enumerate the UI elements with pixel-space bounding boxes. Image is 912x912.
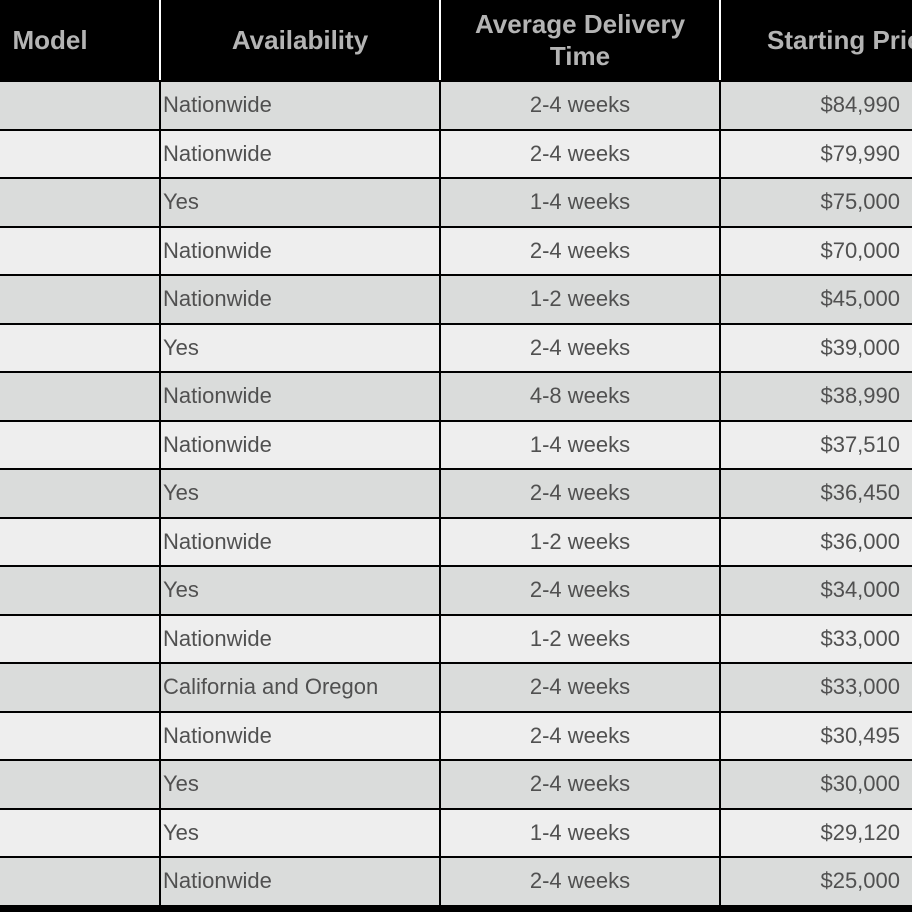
header-divider — [159, 0, 161, 80]
cell-delivery-time: 2-4 weeks — [441, 82, 719, 129]
cell-delivery-time: 1-2 weeks — [441, 518, 719, 565]
cell-availability: Nationwide — [161, 421, 439, 468]
cell-delivery-time: 2-4 weeks — [441, 858, 719, 905]
cell-availability: Yes — [161, 809, 439, 856]
table-row: Nationwide 1-2 weeks $45,000 — [0, 276, 912, 323]
cell-availability: California and Oregon — [161, 664, 439, 711]
cell-starting-price: $70,000 — [721, 227, 912, 274]
header-divider — [719, 0, 721, 80]
cell-delivery-time: 4-8 weeks — [441, 373, 719, 420]
cell-model — [0, 470, 159, 517]
cell-starting-price: $45,000 — [721, 276, 912, 323]
cell-availability: Yes — [161, 324, 439, 371]
cell-availability: Nationwide — [161, 227, 439, 274]
cell-starting-price: $39,000 — [721, 324, 912, 371]
header-divider — [439, 0, 441, 80]
cell-starting-price: $36,450 — [721, 470, 912, 517]
cell-availability: Nationwide — [161, 276, 439, 323]
cell-starting-price: $36,000 — [721, 518, 912, 565]
table-row: Yes 2-4 weeks $34,000 — [0, 567, 912, 614]
cell-model — [0, 664, 159, 711]
cell-model — [0, 858, 159, 905]
cell-model — [0, 567, 159, 614]
cell-delivery-time: 2-4 weeks — [441, 712, 719, 759]
table-row: Yes 2-4 weeks $36,450 — [0, 470, 912, 517]
table-row: Nationwide 2-4 weeks $70,000 — [0, 227, 912, 274]
cell-starting-price: $33,000 — [721, 664, 912, 711]
header-delivery-line2: Time — [549, 41, 611, 71]
cell-delivery-time: 1-2 weeks — [441, 276, 719, 323]
cell-starting-price: $34,000 — [721, 567, 912, 614]
cell-delivery-time: 2-4 weeks — [441, 130, 719, 177]
table-row: Nationwide 2-4 weeks $79,990 — [0, 130, 912, 177]
cell-model — [0, 324, 159, 371]
cell-starting-price: $30,495 — [721, 712, 912, 759]
cell-model — [0, 809, 159, 856]
table-row: Yes 1-4 weeks $29,120 — [0, 809, 912, 856]
cell-starting-price: $79,990 — [721, 130, 912, 177]
cell-model — [0, 518, 159, 565]
table-row: California and Oregon 2-4 weeks $33,000 — [0, 664, 912, 711]
cell-delivery-time: 1-4 weeks — [441, 421, 719, 468]
header-availability: Availability — [231, 25, 369, 55]
cell-delivery-time: 2-4 weeks — [441, 470, 719, 517]
cell-availability: Nationwide — [161, 82, 439, 129]
cell-availability: Yes — [161, 179, 439, 226]
table-row: Nationwide 2-4 weeks $84,990 — [0, 82, 912, 129]
table-row: Nationwide 1-2 weeks $36,000 — [0, 518, 912, 565]
header-starting-price: Starting Price — [767, 25, 912, 55]
cell-availability: Nationwide — [161, 518, 439, 565]
table-row: Nationwide 2-4 weeks $25,000 — [0, 858, 912, 905]
cell-starting-price: $29,120 — [721, 809, 912, 856]
cell-model — [0, 276, 159, 323]
table-body: Nationwide 2-4 weeks $84,990 Nationwide 2-4 … — [0, 82, 912, 907]
header-model: Model — [12, 25, 88, 55]
header-delivery-time: Average Delivery Time — [441, 0, 719, 80]
cell-delivery-time: 2-4 weeks — [441, 324, 719, 371]
cell-model — [0, 615, 159, 662]
table-header: Model Availability Average Delivery Time… — [0, 0, 912, 80]
cell-delivery-time: 1-4 weeks — [441, 179, 719, 226]
cell-model — [0, 82, 159, 129]
cell-delivery-time: 2-4 weeks — [441, 761, 719, 808]
cell-availability: Nationwide — [161, 615, 439, 662]
header-delivery-line1: Average Delivery — [474, 9, 686, 39]
cell-availability: Nationwide — [161, 373, 439, 420]
table-bottom-border — [0, 908, 912, 912]
cell-starting-price: $38,990 — [721, 373, 912, 420]
cell-starting-price: $84,990 — [721, 82, 912, 129]
cell-availability: Yes — [161, 470, 439, 517]
cell-availability: Nationwide — [161, 858, 439, 905]
table-row: Yes 1-4 weeks $75,000 — [0, 179, 912, 226]
table-row: Yes 2-4 weeks $39,000 — [0, 324, 912, 371]
cell-delivery-time: 2-4 weeks — [441, 567, 719, 614]
cell-availability: Yes — [161, 761, 439, 808]
cell-delivery-time: 2-4 weeks — [441, 664, 719, 711]
cell-availability: Nationwide — [161, 712, 439, 759]
cell-model — [0, 130, 159, 177]
table-row: Nationwide 1-2 weeks $33,000 — [0, 615, 912, 662]
cell-starting-price: $25,000 — [721, 858, 912, 905]
table-row: Nationwide 4-8 weeks $38,990 — [0, 373, 912, 420]
cell-model — [0, 227, 159, 274]
cell-starting-price: $37,510 — [721, 421, 912, 468]
cell-model — [0, 712, 159, 759]
cell-availability: Nationwide — [161, 130, 439, 177]
cell-model — [0, 421, 159, 468]
cell-availability: Yes — [161, 567, 439, 614]
cell-delivery-time: 2-4 weeks — [441, 227, 719, 274]
cell-starting-price: $33,000 — [721, 615, 912, 662]
table-row: Nationwide 1-4 weeks $37,510 — [0, 421, 912, 468]
table-row: Yes 2-4 weeks $30,000 — [0, 761, 912, 808]
cell-model — [0, 761, 159, 808]
table-row: Nationwide 2-4 weeks $30,495 — [0, 712, 912, 759]
cell-starting-price: $75,000 — [721, 179, 912, 226]
cell-delivery-time: 1-2 weeks — [441, 615, 719, 662]
cell-delivery-time: 1-4 weeks — [441, 809, 719, 856]
cell-model — [0, 373, 159, 420]
cell-starting-price: $30,000 — [721, 761, 912, 808]
cell-model — [0, 179, 159, 226]
